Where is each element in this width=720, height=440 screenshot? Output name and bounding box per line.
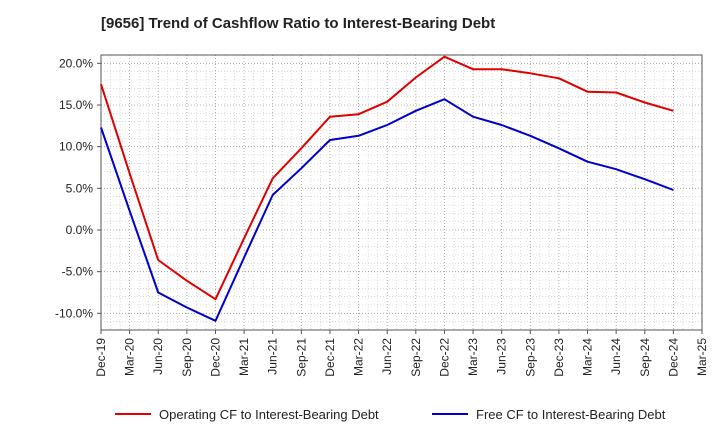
y-tick-label: 15.0% <box>59 98 93 112</box>
x-tick-label: Mar-23 <box>466 338 480 376</box>
y-tick-label: -10.0% <box>55 306 93 320</box>
legend-label: Free CF to Interest-Bearing Debt <box>476 407 666 422</box>
y-tick-label: 5.0% <box>66 181 94 195</box>
legend-label: Operating CF to Interest-Bearing Debt <box>159 407 379 422</box>
x-tick-label: Jun-22 <box>380 338 394 375</box>
x-tick-label: Jun-21 <box>266 338 280 375</box>
x-tick-label: Mar-20 <box>123 338 137 376</box>
x-tick-label: Jun-20 <box>151 338 165 375</box>
x-tick-label: Mar-22 <box>352 338 366 376</box>
x-tick-label: Sep-24 <box>638 338 652 377</box>
x-tick-label: Dec-22 <box>437 338 451 377</box>
plot-area <box>101 55 702 330</box>
y-tick-label: -5.0% <box>62 265 94 279</box>
chart-title: [9656] Trend of Cashflow Ratio to Intere… <box>101 15 496 32</box>
x-tick-label: Mar-21 <box>237 338 251 376</box>
plot-frame <box>100 54 703 331</box>
x-tick-label: Dec-21 <box>323 338 337 377</box>
x-tick-label: Mar-25 <box>695 338 709 376</box>
x-tick-label: Sep-22 <box>409 338 423 377</box>
y-tick-label: 0.0% <box>66 223 94 237</box>
y-tick-label: 10.0% <box>59 140 93 154</box>
x-tick-label: Dec-23 <box>552 338 566 377</box>
x-tick-label: Sep-20 <box>180 338 194 377</box>
series-line-operating-cf <box>100 55 674 301</box>
x-tick-label: Sep-21 <box>294 338 308 377</box>
x-tick-label: Jun-24 <box>609 338 623 375</box>
series-line-free-cf <box>100 98 674 322</box>
x-tick-label: Mar-24 <box>581 338 595 376</box>
x-tick-label: Dec-24 <box>666 338 680 377</box>
y-tick-label: 20.0% <box>59 56 93 70</box>
x-tick-label: Jun-23 <box>495 338 509 375</box>
x-tick-label: Sep-23 <box>523 338 537 377</box>
x-tick-label: Dec-19 <box>94 338 108 377</box>
x-tick-label: Dec-20 <box>208 338 222 377</box>
